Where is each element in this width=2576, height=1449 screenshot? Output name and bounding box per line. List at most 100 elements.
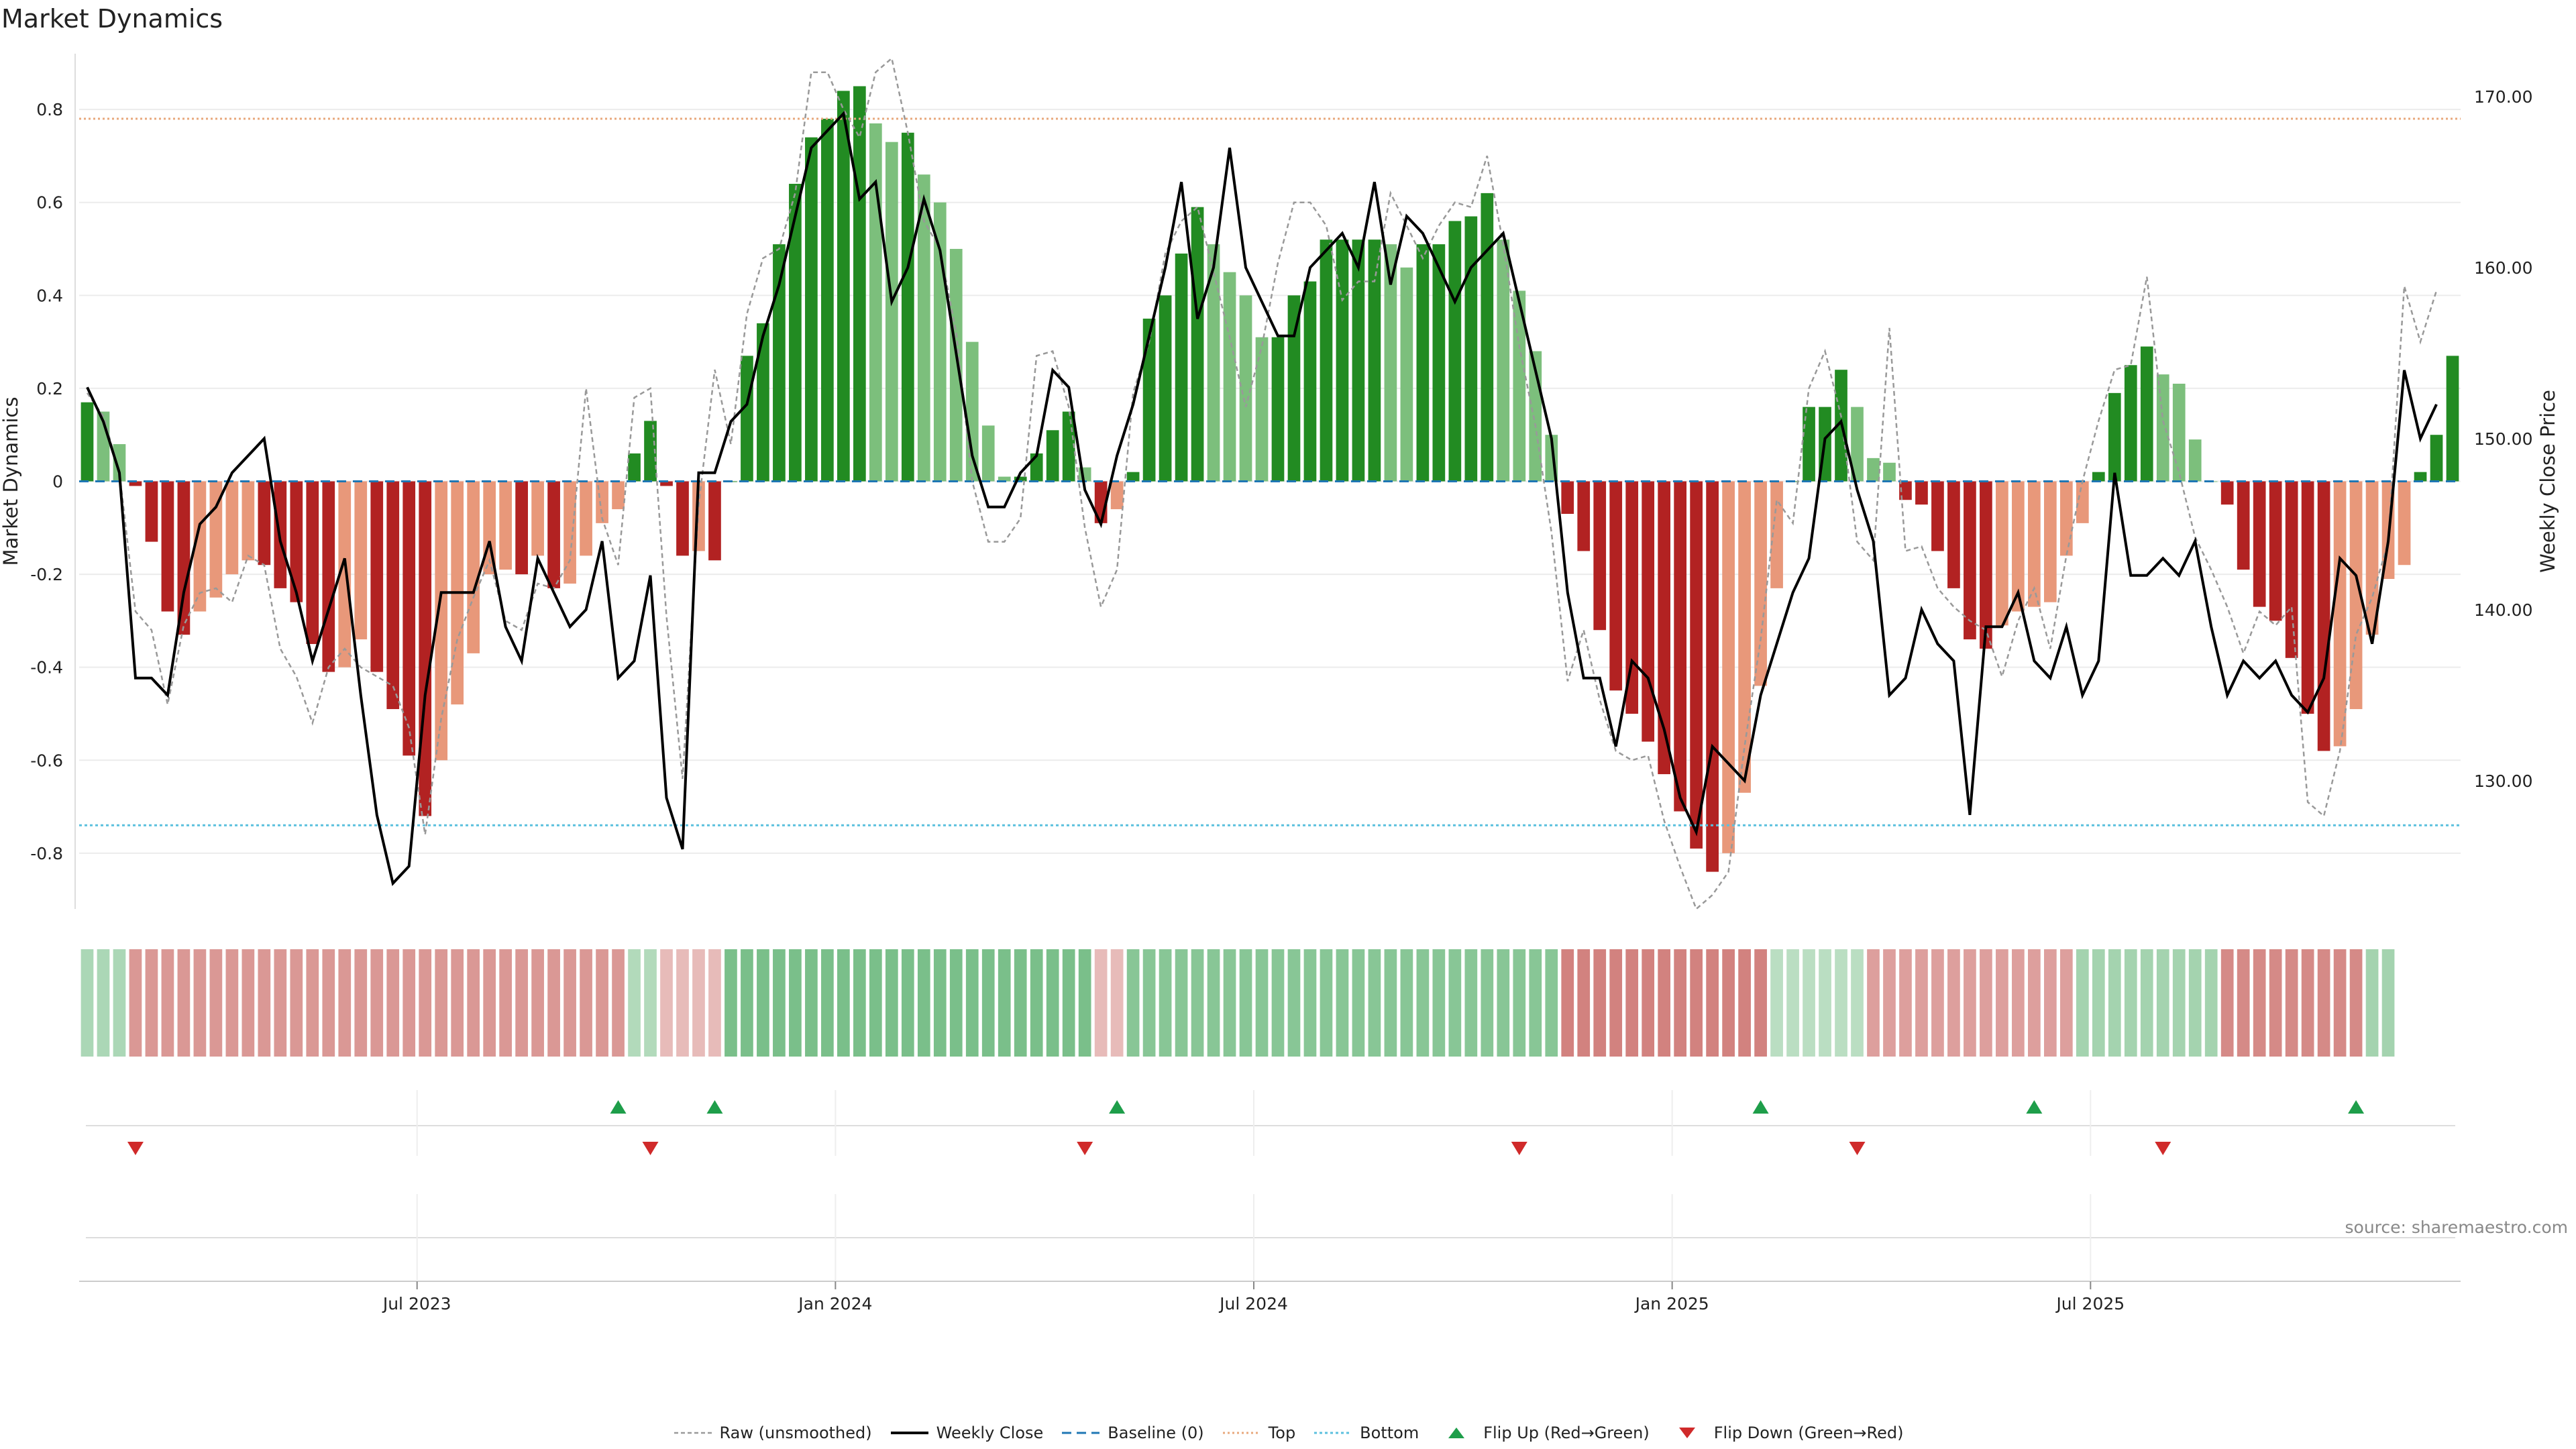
regime-cell bbox=[2220, 949, 2234, 1057]
regime-cell bbox=[917, 949, 930, 1057]
regime-cell bbox=[1609, 949, 1623, 1057]
regime-cell bbox=[1030, 949, 1043, 1057]
bar bbox=[1014, 476, 1027, 482]
regime-cell bbox=[1094, 949, 1108, 1057]
regime-cell bbox=[1915, 949, 1928, 1057]
bar bbox=[2365, 481, 2379, 635]
regime-cell bbox=[1191, 949, 1204, 1057]
regime-cell bbox=[580, 949, 592, 1057]
bar bbox=[805, 137, 818, 482]
flip-up-marker bbox=[706, 1100, 723, 1114]
regime-cell bbox=[1400, 949, 1413, 1057]
bar bbox=[2028, 481, 2041, 607]
bar bbox=[225, 481, 239, 575]
bar bbox=[2156, 374, 2169, 482]
regime-cell bbox=[1142, 949, 1156, 1057]
bar bbox=[580, 481, 592, 556]
regime-cell bbox=[837, 949, 850, 1057]
source-label: source: sharemaestro.com bbox=[2345, 1218, 2569, 1237]
x-tick-label: Jan 2024 bbox=[797, 1294, 872, 1313]
chart-title: Market Dynamics bbox=[1, 4, 223, 34]
bar bbox=[1996, 481, 2008, 626]
bar bbox=[80, 402, 94, 482]
regime-cell bbox=[1738, 949, 1751, 1057]
bar bbox=[1899, 481, 1912, 500]
bar bbox=[402, 481, 416, 756]
regime-cell bbox=[354, 949, 368, 1057]
bar bbox=[1110, 481, 1124, 510]
flip-up-marker bbox=[2348, 1100, 2365, 1114]
legend: Raw (unsmoothed) Weekly Close Baseline (0)… bbox=[0, 1424, 2576, 1442]
regime-cell bbox=[1658, 949, 1671, 1057]
legend-label: Flip Up (Red→Green) bbox=[1483, 1424, 1650, 1442]
right-tick-label: 150.00 bbox=[2474, 429, 2532, 449]
legend-item-baseline: Baseline (0) bbox=[1061, 1424, 1204, 1442]
regime-cell bbox=[402, 949, 416, 1057]
regime-cell bbox=[1529, 949, 1542, 1057]
bar bbox=[1738, 481, 1751, 793]
regime-cell bbox=[1835, 949, 1847, 1057]
regime-cell bbox=[708, 949, 721, 1057]
bar bbox=[1593, 481, 1607, 631]
regime-cell bbox=[1883, 949, 1896, 1057]
regime-cell bbox=[1867, 949, 1880, 1057]
bar bbox=[1658, 481, 1671, 775]
regime-cell bbox=[2028, 949, 2041, 1057]
bar bbox=[1931, 481, 1944, 551]
bar bbox=[2076, 481, 2089, 523]
left-tick-label: -0.8 bbox=[30, 844, 63, 863]
regime-cell bbox=[1706, 949, 1719, 1057]
regime-cell bbox=[1416, 949, 1430, 1057]
bar bbox=[1497, 239, 1510, 482]
bar bbox=[1867, 458, 1880, 482]
regime-cell bbox=[853, 949, 866, 1057]
bar bbox=[370, 481, 384, 672]
bar bbox=[1674, 481, 1687, 812]
regime-cell bbox=[1513, 949, 1526, 1057]
bar bbox=[564, 481, 576, 584]
regime-cell bbox=[1931, 949, 1944, 1057]
bar bbox=[2237, 481, 2250, 570]
bar bbox=[676, 481, 689, 556]
regime-cell bbox=[161, 949, 174, 1057]
bar bbox=[531, 481, 544, 556]
regime-cell bbox=[1159, 949, 1172, 1057]
right-tick-label: 170.00 bbox=[2474, 87, 2532, 107]
left-tick-label: 0.6 bbox=[36, 193, 63, 213]
bar bbox=[386, 481, 400, 710]
bar bbox=[628, 453, 641, 482]
regime-cell bbox=[241, 949, 255, 1057]
legend-item-close: Weekly Close bbox=[890, 1424, 1043, 1442]
bar bbox=[2140, 346, 2153, 482]
bar bbox=[1561, 481, 1574, 515]
regime-cell bbox=[949, 949, 963, 1057]
bar bbox=[2012, 481, 2025, 612]
regime-cell bbox=[306, 949, 319, 1057]
bar bbox=[1223, 272, 1236, 482]
regime-cell bbox=[97, 949, 110, 1057]
regime-cell bbox=[1786, 949, 1799, 1057]
flip-up-marker bbox=[2026, 1100, 2043, 1114]
bar bbox=[612, 481, 625, 510]
regime-cell bbox=[2124, 949, 2137, 1057]
regime-cell bbox=[1320, 949, 1333, 1057]
bar bbox=[322, 481, 335, 672]
regime-cell bbox=[1062, 949, 1075, 1057]
left-tick-label: 0.2 bbox=[36, 379, 63, 398]
legend-item-bottom: Bottom bbox=[1313, 1424, 1419, 1442]
bar bbox=[1400, 267, 1413, 482]
regime-cell bbox=[1481, 949, 1494, 1057]
bar bbox=[1191, 207, 1204, 482]
bar bbox=[2446, 356, 2459, 482]
bar bbox=[1770, 481, 1783, 588]
regime-cell bbox=[1964, 949, 1976, 1057]
bar bbox=[2108, 392, 2121, 482]
regime-cell bbox=[998, 949, 1011, 1057]
bar bbox=[2398, 481, 2411, 566]
bar bbox=[258, 481, 271, 566]
regime-cell bbox=[2253, 949, 2266, 1057]
regime-cell bbox=[1384, 949, 1397, 1057]
regime-cell bbox=[757, 949, 769, 1057]
bar bbox=[1609, 481, 1623, 691]
